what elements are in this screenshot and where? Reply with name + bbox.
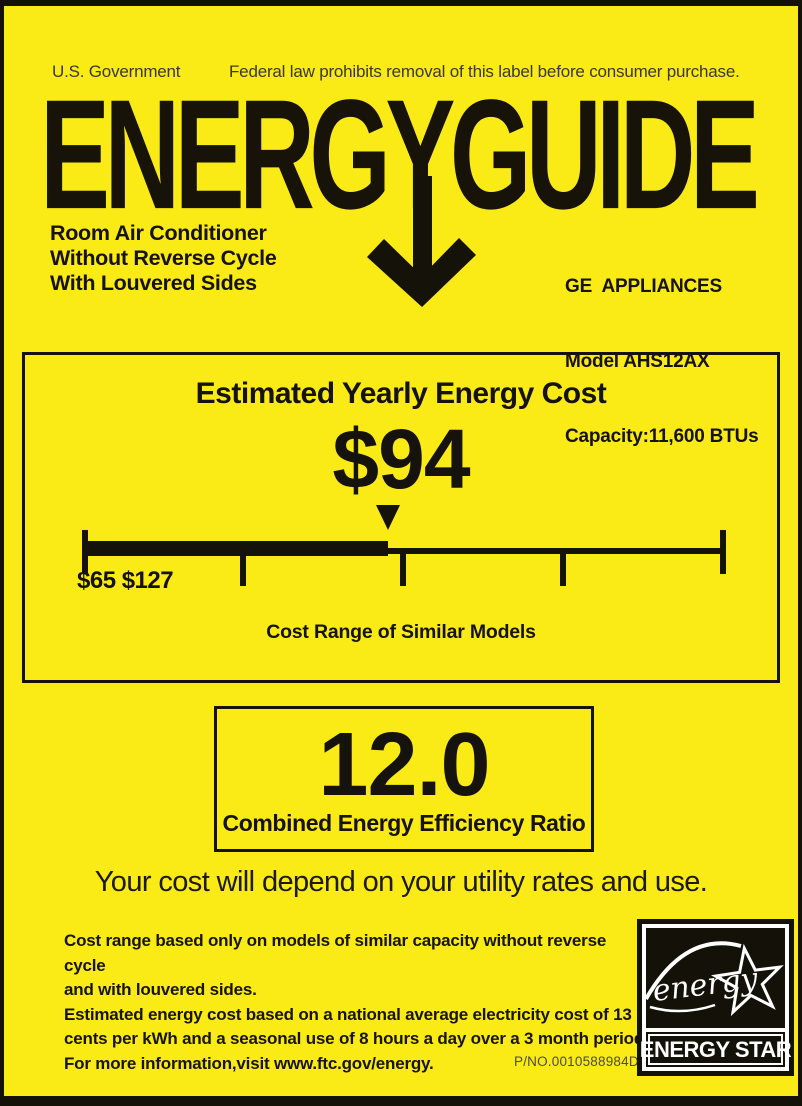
- scale-caption: Cost Range of Similar Models: [266, 621, 536, 643]
- fine-print-line: Estimated energy cost based on a nationa…: [64, 1004, 632, 1024]
- scale-thin-bar: [388, 548, 722, 554]
- energyguide-title: ENERGYGUIDE: [40, 66, 760, 242]
- cost-pointer-icon: [376, 505, 400, 530]
- ceer-value: 12.0: [318, 714, 490, 815]
- cost-range-values: $65 $127: [77, 567, 174, 594]
- energy-star-logo: energy ENERGY STAR: [637, 919, 794, 1076]
- scale-tick: [240, 554, 246, 586]
- manufacturer-name: GE APPLIANCES: [565, 276, 722, 297]
- capacity-value: Capacity:11,600 BTUs: [565, 426, 759, 447]
- fine-print-line: cents per kWh and a seasonal use of 8 ho…: [64, 1029, 649, 1048]
- ceer-label: Combined Energy Efficiency Ratio: [222, 809, 586, 836]
- energy-star-flourish: [649, 1003, 716, 1013]
- part-number: P/NO.0010588984DC: [514, 1054, 649, 1069]
- us-government-text: U.S. Government: [52, 62, 181, 81]
- scale-tick: [560, 554, 566, 586]
- model-number: Model AHS12AX: [565, 351, 710, 372]
- federal-notice-text: Federal law prohibits removal of this la…: [229, 62, 740, 81]
- down-arrow-icon: [367, 176, 476, 307]
- usage-note: Your cost will depend on your utility ra…: [94, 866, 708, 898]
- cost-box: Estimated Yearly Energy Cost $94 $65 $12…: [22, 352, 780, 683]
- energy-star-star-icon: [710, 943, 784, 1017]
- product-type-line: With Louvered Sides: [50, 271, 257, 295]
- scale-tick: [400, 554, 406, 586]
- product-info: GE APPLIANCES Model AHS12AX Capacity:11,…: [565, 224, 759, 499]
- product-type-line: Without Reverse Cycle: [50, 246, 277, 270]
- product-type: Room Air Conditioner Without Reverse Cyc…: [50, 221, 277, 296]
- energy-star-wordmark: ENERGY STAR: [640, 1037, 792, 1062]
- product-type-line: Room Air Conditioner: [50, 221, 267, 245]
- cost-value: $94: [332, 412, 470, 506]
- fine-print-line: Cost range based only on models of simil…: [64, 931, 607, 975]
- scale-right-cap: [720, 530, 726, 574]
- scale-thick-bar: [84, 541, 388, 556]
- fine-print-line: For more information,visit www.ftc.gov/e…: [64, 1053, 434, 1073]
- cost-heading: Estimated Yearly Energy Cost: [195, 377, 607, 410]
- fine-print: Cost range based only on models of simil…: [64, 929, 649, 1076]
- ceer-box: 12.0 Combined Energy Efficiency Ratio: [214, 706, 594, 852]
- energy-star-arc: [644, 941, 742, 1000]
- fine-print-line: and with louvered sides.: [64, 980, 257, 999]
